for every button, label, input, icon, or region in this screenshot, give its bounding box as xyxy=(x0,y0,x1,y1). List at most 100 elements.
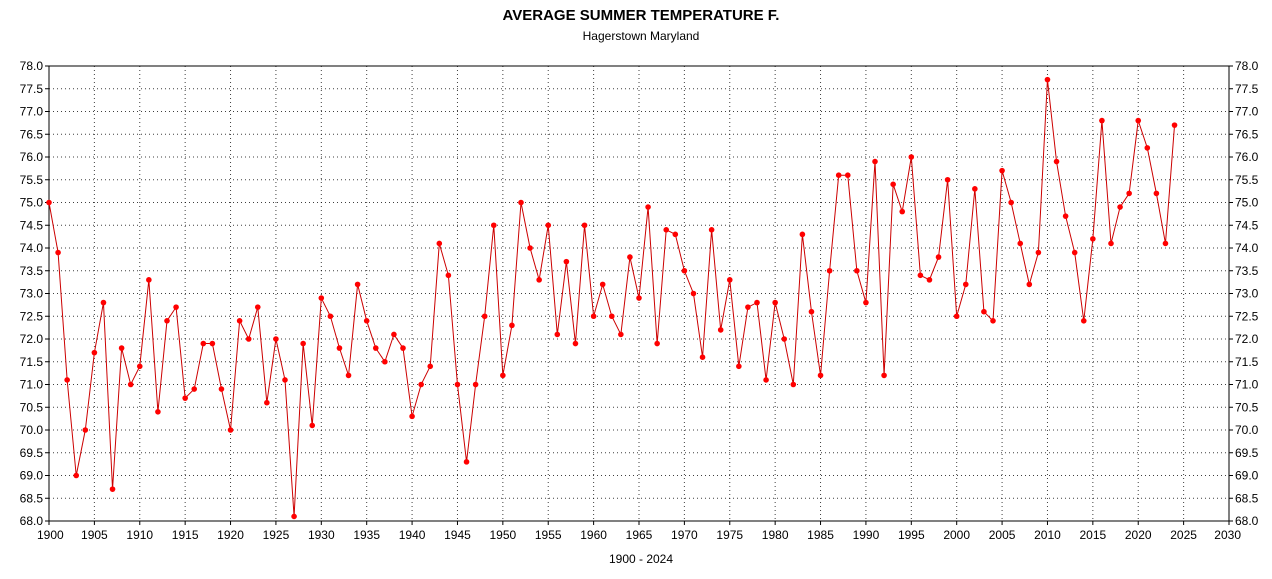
data-point xyxy=(1153,190,1160,197)
y-tick-label-right: 73.5 xyxy=(1235,264,1259,278)
data-point xyxy=(1144,145,1151,151)
y-tick-label-right: 68.0 xyxy=(1235,514,1259,528)
data-point xyxy=(890,181,896,188)
data-point xyxy=(1117,204,1123,210)
y-tick-label-left: 77.5 xyxy=(20,82,44,96)
x-tick-label: 1910 xyxy=(126,528,153,542)
x-tick-label: 1915 xyxy=(172,528,199,542)
data-point xyxy=(690,290,697,297)
data-point xyxy=(382,358,388,365)
y-tick-label-right: 78.0 xyxy=(1235,59,1259,73)
data-point xyxy=(454,381,461,388)
data-point xyxy=(1108,240,1114,247)
data-point xyxy=(917,272,924,279)
data-point xyxy=(245,336,252,342)
y-tick-label-right: 68.5 xyxy=(1235,491,1259,505)
data-point xyxy=(55,249,61,256)
data-point xyxy=(881,372,887,379)
data-point xyxy=(309,422,316,429)
series-temperature xyxy=(46,76,1178,520)
data-point xyxy=(118,345,125,351)
x-tick-label: 1940 xyxy=(399,528,426,542)
y-tick-label-right: 76.5 xyxy=(1235,127,1259,141)
x-axis-label: 1900 - 2024 xyxy=(609,552,673,566)
x-tick-label: 2015 xyxy=(1079,528,1106,542)
data-point xyxy=(164,318,170,324)
data-point xyxy=(91,349,98,356)
data-point xyxy=(509,322,515,329)
y-tick-label-left: 72.0 xyxy=(20,332,44,346)
data-point xyxy=(826,267,833,274)
data-point xyxy=(1071,249,1078,256)
data-point xyxy=(990,318,996,324)
data-point xyxy=(590,313,597,320)
data-point xyxy=(736,363,742,370)
y-tick-label-left: 77.0 xyxy=(20,105,44,119)
data-point xyxy=(500,372,506,379)
data-point xyxy=(227,427,234,433)
data-point xyxy=(445,272,452,279)
data-point xyxy=(717,327,724,333)
y-tick-label-left: 74.5 xyxy=(20,218,44,232)
data-point xyxy=(1090,236,1096,242)
data-point xyxy=(799,231,806,238)
x-tick-label: 1995 xyxy=(898,528,925,542)
data-point xyxy=(345,372,352,379)
data-point xyxy=(1126,190,1132,197)
y-tick-label-left: 75.5 xyxy=(20,173,44,187)
data-point xyxy=(236,318,243,324)
data-point xyxy=(182,395,188,401)
y-tick-label-right: 73.0 xyxy=(1235,287,1259,301)
data-point xyxy=(291,513,297,520)
data-point xyxy=(1035,249,1042,256)
data-point xyxy=(400,345,406,351)
y-axis-left: 68.0 68.5 69.0 69.5 70.0 70.5 71.0 71.5 72.0 72.5… xyxy=(20,59,49,528)
x-tick-label: 2005 xyxy=(989,528,1016,542)
data-point xyxy=(436,240,443,247)
y-tick-label-left: 74.0 xyxy=(20,241,44,255)
data-point xyxy=(636,295,642,301)
y-tick-label-left: 70.5 xyxy=(20,400,44,414)
y-tick-label-right: 72.5 xyxy=(1235,309,1259,323)
data-point xyxy=(200,340,207,347)
y-tick-label-left: 78.0 xyxy=(20,59,44,73)
data-point xyxy=(754,299,760,306)
y-tick-label-right: 74.0 xyxy=(1235,241,1259,255)
data-point xyxy=(1017,240,1024,247)
data-point xyxy=(264,399,270,406)
data-point xyxy=(64,377,70,383)
y-tick-label-right: 77.5 xyxy=(1235,82,1259,96)
data-point xyxy=(218,386,225,392)
y-tick-label-left: 72.5 xyxy=(20,309,44,323)
data-point xyxy=(273,336,279,342)
data-point xyxy=(999,167,1005,174)
x-tick-label: 1955 xyxy=(535,528,562,542)
x-tick-label: 1970 xyxy=(671,528,698,542)
data-point xyxy=(1062,213,1069,219)
y-tick-label-right: 75.5 xyxy=(1235,173,1259,187)
x-tick-label: 1950 xyxy=(489,528,516,542)
data-point xyxy=(745,304,751,310)
data-point xyxy=(772,299,778,306)
data-point xyxy=(1080,318,1087,324)
y-tick-label-right: 77.0 xyxy=(1235,105,1259,119)
x-tick-label: 1960 xyxy=(580,528,607,542)
data-point xyxy=(327,313,334,320)
x-tick-label: 1965 xyxy=(626,528,653,542)
y-tick-label-right: 70.0 xyxy=(1235,423,1259,437)
data-point xyxy=(1026,281,1033,288)
y-tick-label-right: 74.5 xyxy=(1235,218,1259,232)
data-point xyxy=(726,277,733,283)
data-point xyxy=(618,331,624,338)
x-tick-label: 1920 xyxy=(217,528,244,542)
y-tick-label-left: 76.5 xyxy=(20,127,44,141)
x-tick-label: 1930 xyxy=(308,528,335,542)
data-point xyxy=(944,176,951,183)
data-point xyxy=(209,340,216,347)
chart-title: AVERAGE SUMMER TEMPERATURE F. xyxy=(503,7,780,24)
x-tick-label: 1985 xyxy=(807,528,834,542)
y-tick-label-right: 72.0 xyxy=(1235,332,1259,346)
data-point xyxy=(808,308,815,315)
x-tick-label: 1990 xyxy=(853,528,880,542)
